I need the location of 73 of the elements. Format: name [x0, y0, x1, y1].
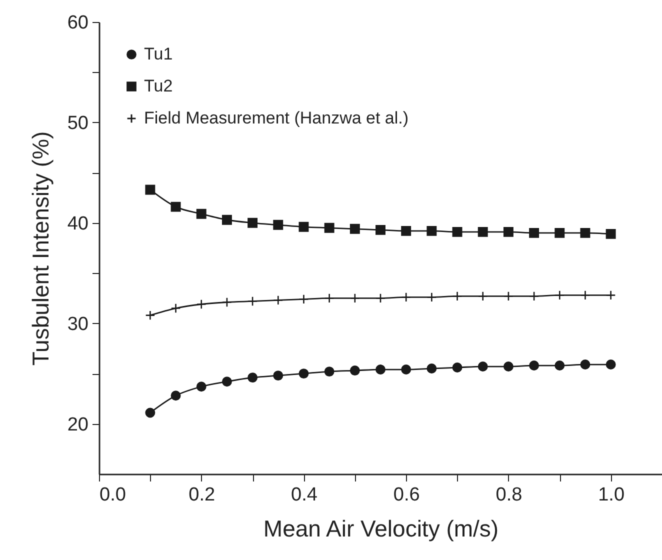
point: [606, 290, 616, 300]
point: [452, 226, 462, 237]
point: [503, 291, 514, 302]
point: [529, 360, 540, 370]
point: [298, 368, 309, 379]
point: [478, 226, 488, 237]
y-tick-label: 40: [67, 213, 88, 234]
point: [298, 222, 309, 232]
x-tick-label: 1.0: [598, 484, 625, 506]
point: [426, 226, 437, 236]
point: [529, 291, 540, 302]
point: [401, 292, 412, 302]
legend-label: Tu2: [144, 76, 173, 96]
point: [324, 222, 334, 233]
y-tick-label: 50: [67, 112, 88, 134]
point: [196, 299, 206, 310]
point: [222, 376, 232, 387]
legend-label: Field Measurement (Hanzwa et al.): [144, 108, 409, 128]
point: [606, 228, 616, 239]
point: [478, 291, 488, 302]
point: [452, 291, 462, 302]
point: [401, 364, 412, 375]
point: [529, 228, 540, 238]
point: [376, 224, 386, 235]
point: [145, 184, 156, 195]
point: [554, 360, 565, 370]
point: [170, 303, 181, 314]
point: [273, 370, 284, 381]
point: [145, 408, 156, 418]
point: [452, 362, 462, 372]
point: [426, 364, 437, 374]
point: [273, 220, 284, 230]
point: [554, 290, 565, 300]
point: [554, 228, 565, 238]
point: [170, 390, 181, 401]
point: [606, 360, 616, 370]
x-tick-label: 0.0: [100, 484, 126, 506]
y-tick-label: 60: [67, 12, 88, 34]
point: [478, 362, 488, 372]
point: [248, 218, 258, 228]
point: [273, 295, 284, 306]
point: [196, 382, 206, 392]
point: [350, 224, 360, 234]
y-tick-label: 20: [67, 414, 88, 436]
x-tick-label: 0.6: [393, 484, 420, 506]
point: [426, 292, 437, 302]
point: [222, 214, 232, 225]
point: [145, 310, 156, 320]
point: [170, 202, 181, 212]
point: [580, 290, 590, 300]
point: [503, 226, 514, 237]
y-axis-title: Tusbulent Intensity (%): [27, 131, 54, 366]
point: [503, 362, 514, 372]
point: [401, 226, 412, 236]
point: [350, 293, 360, 304]
x-tick-label: 0.2: [188, 484, 216, 506]
point: [376, 293, 386, 304]
point: [298, 294, 309, 304]
point: [350, 366, 360, 376]
point: [580, 228, 590, 238]
point: [196, 208, 206, 219]
point: [248, 296, 258, 306]
point: [324, 366, 334, 377]
point: [324, 293, 334, 304]
point: [248, 372, 258, 383]
y-tick-label: 30: [67, 314, 88, 335]
point: [376, 364, 386, 375]
point: [222, 297, 232, 308]
x-tick-label: 0.4: [291, 484, 318, 506]
x-axis-title: Mean Air Velocity (m/s): [263, 516, 499, 542]
x-tick-label: 0.8: [496, 484, 522, 506]
legend-label: Tu1: [144, 44, 173, 64]
point: [580, 360, 590, 370]
